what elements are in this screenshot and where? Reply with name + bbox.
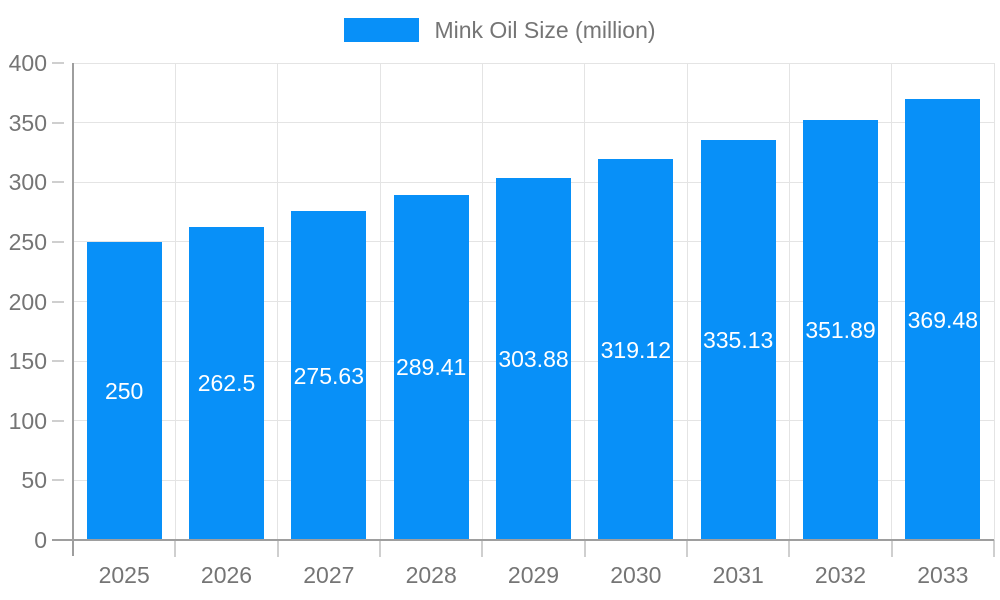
gridline-horizontal bbox=[73, 62, 994, 64]
y-axis-tick bbox=[52, 62, 64, 64]
y-axis-tick-label: 50 bbox=[21, 467, 47, 494]
x-axis-tick-label: 2031 bbox=[712, 562, 764, 588]
gridline-vertical bbox=[379, 63, 381, 540]
bar bbox=[291, 211, 367, 540]
gridline-horizontal bbox=[73, 122, 994, 124]
y-axis-tick-label: 300 bbox=[8, 169, 47, 196]
bar-value-label: 275.63 bbox=[293, 362, 364, 389]
bar-value-label: 351.89 bbox=[805, 317, 876, 344]
gridline-vertical bbox=[584, 63, 586, 540]
x-axis-tick bbox=[174, 540, 177, 557]
x-axis-tick bbox=[276, 540, 279, 557]
y-axis-tick-label: 200 bbox=[8, 288, 47, 315]
x-axis-tick-label: 2027 bbox=[303, 562, 355, 588]
bar bbox=[700, 140, 776, 540]
y-axis-tick bbox=[52, 121, 64, 124]
x-axis-tick-label: 2025 bbox=[98, 562, 150, 588]
x-axis-tick bbox=[993, 540, 995, 557]
gridline-vertical bbox=[993, 63, 995, 540]
x-axis-tick bbox=[583, 540, 586, 557]
bar bbox=[905, 99, 981, 540]
bar bbox=[496, 177, 571, 540]
gridline-vertical bbox=[174, 63, 176, 540]
bar-value-label: 369.48 bbox=[907, 306, 978, 333]
bar-value-label: 289.41 bbox=[395, 354, 467, 381]
y-axis-line bbox=[72, 63, 74, 556]
legend-label: Mink Oil Size (million) bbox=[434, 17, 656, 43]
bar bbox=[189, 226, 264, 540]
bar bbox=[86, 241, 162, 540]
legend-item[interactable]: Mink Oil Size (million) bbox=[0, 16, 1000, 44]
bar bbox=[598, 159, 674, 540]
x-axis-tick-label: 2030 bbox=[610, 562, 662, 588]
x-axis-tick-label: 2026 bbox=[200, 562, 253, 588]
y-axis-tick bbox=[52, 419, 64, 422]
bar-value-label: 335.13 bbox=[702, 327, 774, 354]
y-axis-tick bbox=[52, 240, 64, 243]
y-axis-tick bbox=[52, 300, 64, 303]
gridline-vertical bbox=[277, 63, 279, 540]
x-axis-tick bbox=[379, 540, 381, 557]
bar-value-label: 250 bbox=[104, 377, 144, 404]
y-axis-tick-label: 350 bbox=[8, 109, 47, 136]
x-axis-line bbox=[52, 539, 994, 541]
bar-value-label: 303.88 bbox=[498, 345, 569, 372]
x-axis-tick-label: 2032 bbox=[814, 562, 867, 588]
gridline-vertical bbox=[891, 63, 893, 540]
x-axis-tick-label: 2033 bbox=[917, 562, 969, 588]
y-axis-tick-label: 250 bbox=[8, 228, 47, 255]
y-axis-tick bbox=[52, 360, 64, 363]
x-axis-tick bbox=[481, 540, 484, 557]
x-axis-tick bbox=[890, 540, 893, 557]
bar bbox=[393, 194, 469, 540]
y-axis-tick bbox=[52, 479, 64, 482]
bar bbox=[803, 120, 878, 540]
x-axis-tick-label: 2029 bbox=[507, 562, 560, 588]
x-axis-tick-label: 2028 bbox=[405, 562, 457, 588]
y-axis-tick-label: 150 bbox=[8, 348, 47, 375]
x-axis-tick bbox=[788, 540, 791, 557]
y-axis-tick-label: 400 bbox=[8, 50, 47, 76]
legend-swatch bbox=[344, 18, 420, 42]
y-axis-tick-label: 100 bbox=[8, 407, 47, 434]
gridline-vertical bbox=[481, 63, 483, 540]
y-axis-tick-label: 0 bbox=[34, 527, 47, 553]
gridline-vertical bbox=[686, 63, 688, 540]
bar-value-label: 319.12 bbox=[600, 336, 671, 363]
bar-value-label: 262.5 bbox=[197, 370, 256, 397]
y-axis-tick bbox=[52, 181, 64, 184]
gridline-vertical bbox=[788, 63, 790, 540]
x-axis-tick bbox=[686, 540, 688, 557]
